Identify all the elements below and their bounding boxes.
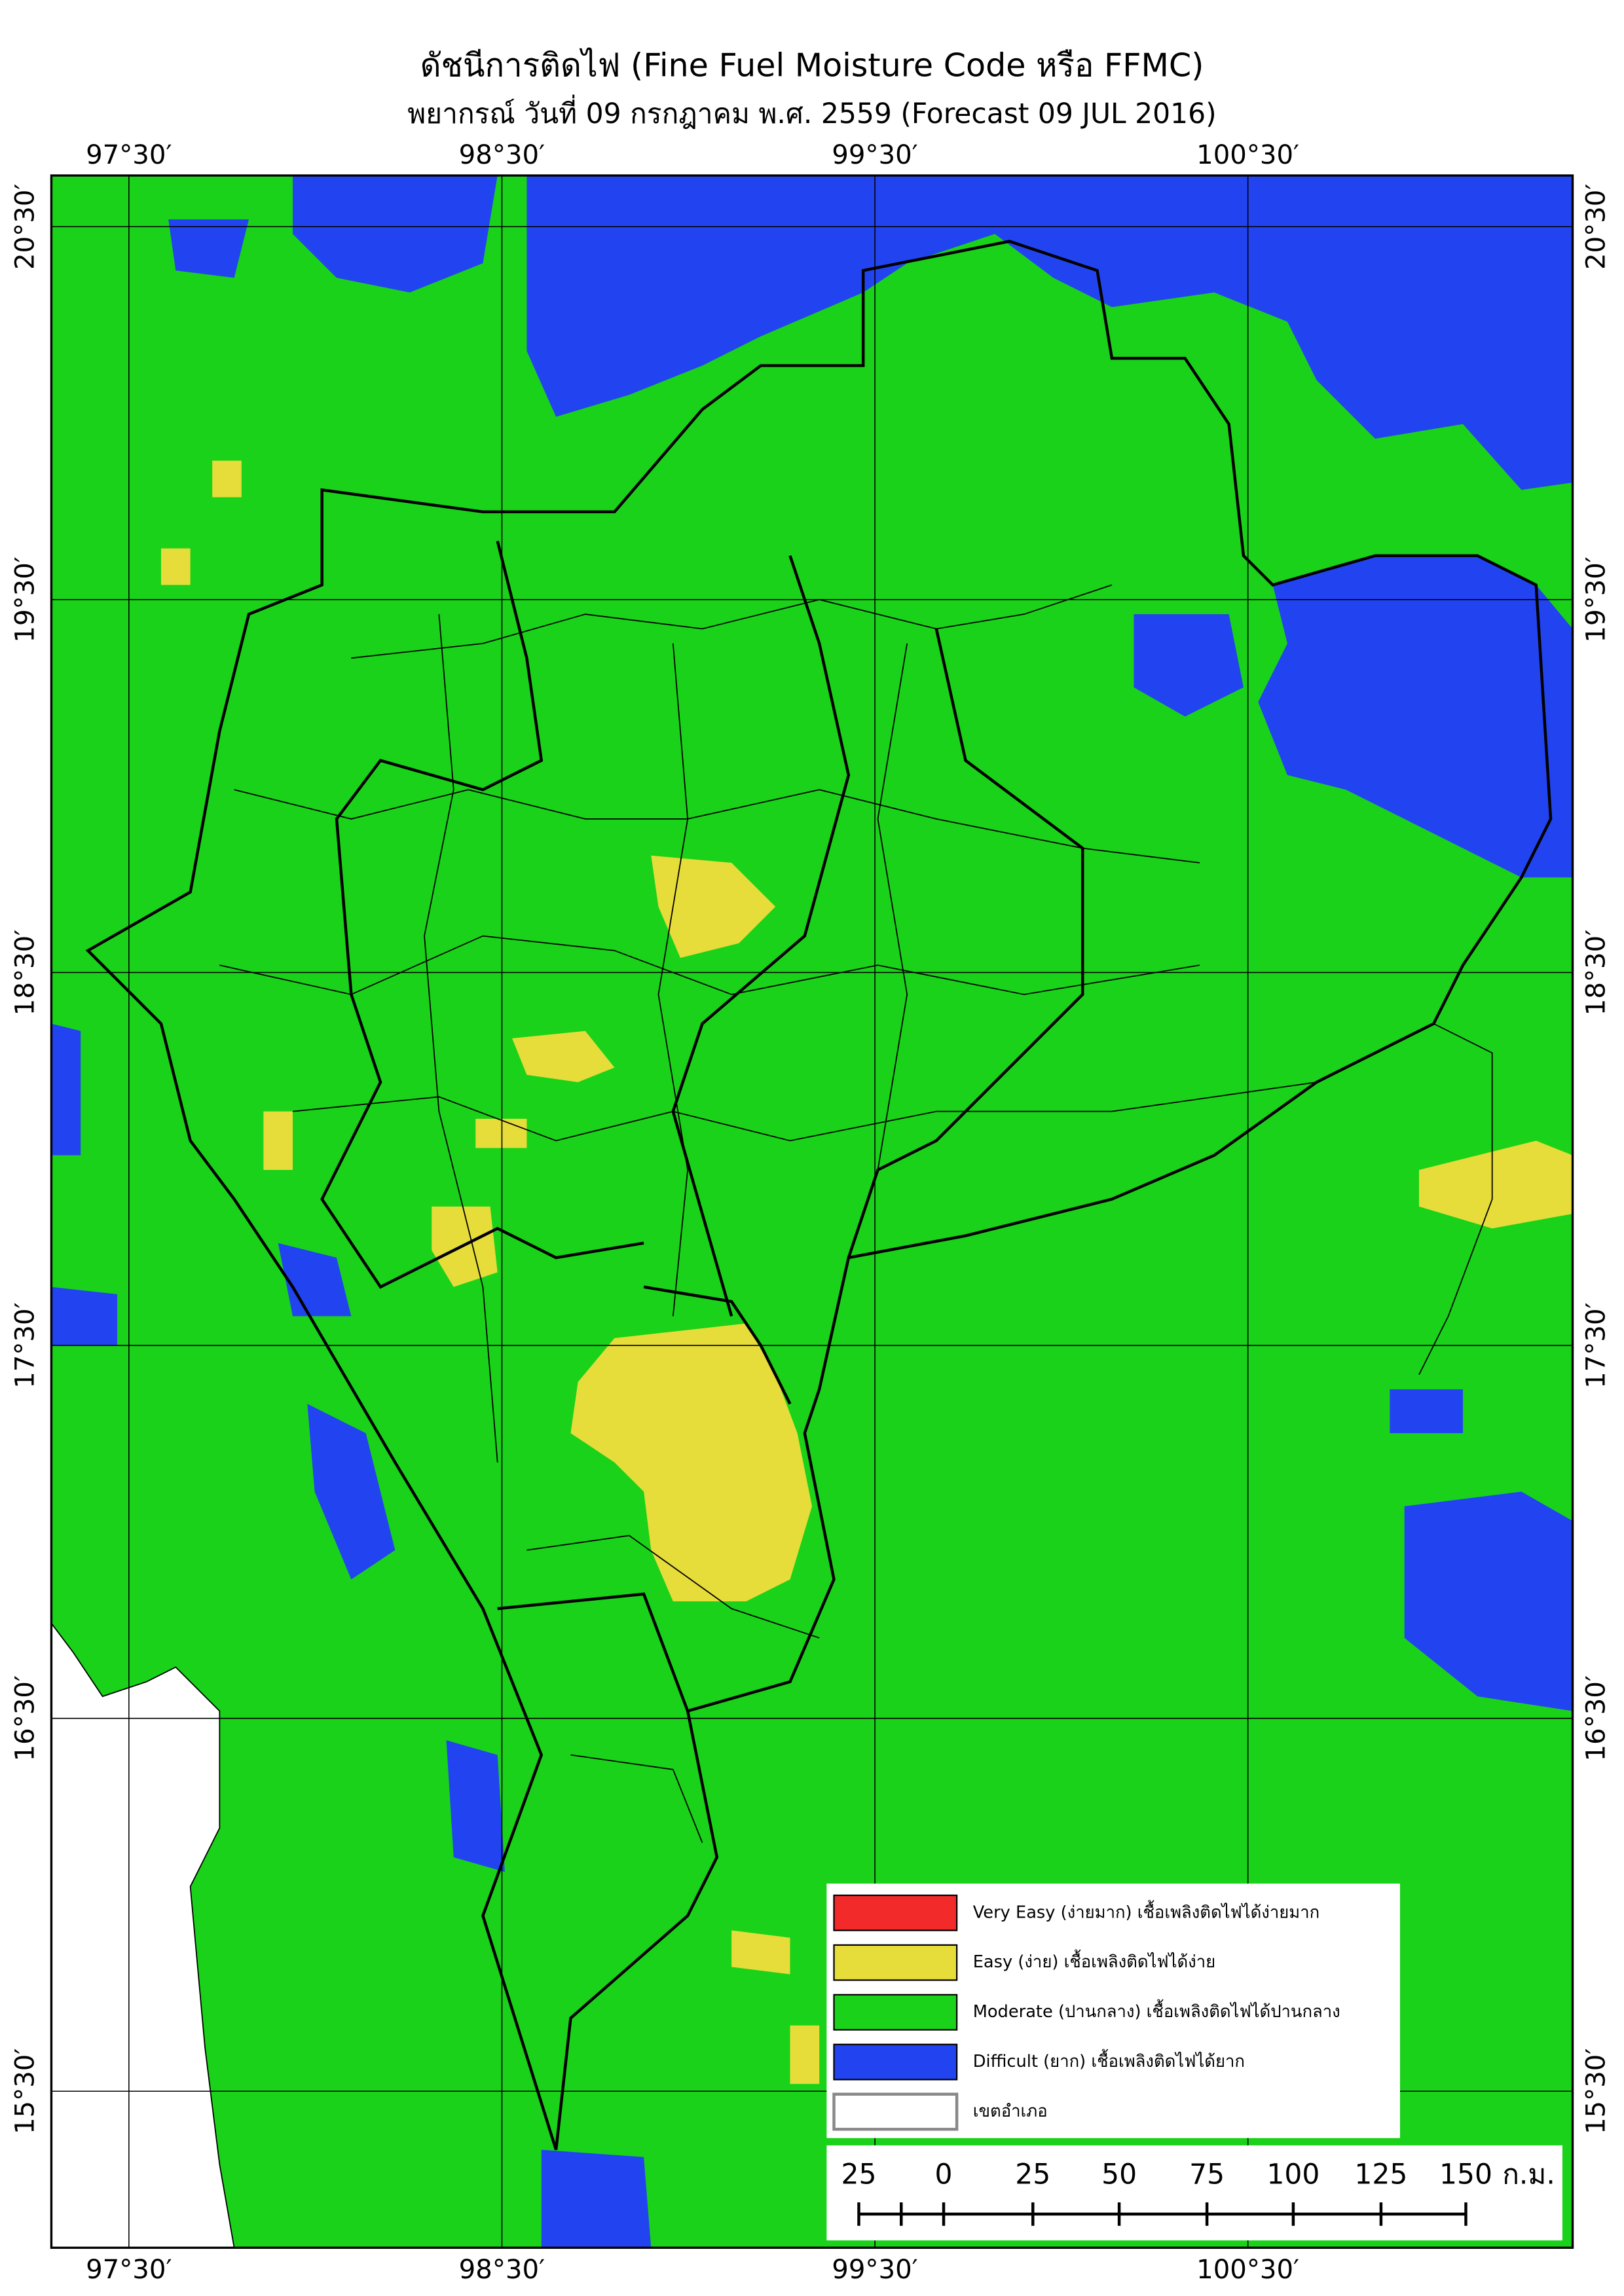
province-border: [85, 240, 1553, 2151]
title: ดัชนีการติดไฟ (Fine Fuel Moisture Code ห…: [420, 46, 1204, 84]
legend-swatch: [833, 1894, 958, 1931]
scale-box: [826, 2145, 1562, 2241]
longitude-label: 98°30′: [459, 2255, 545, 2285]
province-inner-borders: [320, 540, 1084, 1712]
latitude-label: 20°30′: [10, 183, 40, 270]
latitude-label: 20°30′: [1581, 183, 1612, 269]
latitude-label: 19°30′: [10, 556, 40, 643]
legend-label: Moderate (ปานกลาง) เชื้อเพลิงติดไฟได้ปาน…: [973, 1999, 1340, 2022]
scale-label: 50: [1101, 2159, 1137, 2191]
latitude-label: 16°30′: [1581, 1675, 1612, 1762]
scale-label: 150: [1439, 2159, 1492, 2191]
map-frame: [50, 174, 1574, 2249]
legend-swatch: [833, 1944, 958, 1981]
scale-unit: ก.ม.: [1502, 2159, 1555, 2191]
subtitle: พยากรณ์ วันที่ 09 กรกฎาคม พ.ศ. 2559 (For…: [407, 94, 1216, 130]
scale-label: 125: [1354, 2159, 1407, 2191]
legend-swatch: [833, 2043, 958, 2081]
longitude-label: 98°30′: [459, 140, 545, 170]
latitude-label: 17°30′: [1581, 1302, 1612, 1389]
scale-label: 75: [1189, 2159, 1225, 2191]
longitude-label: 99°30′: [832, 2255, 917, 2285]
longitude-label: 97°30′: [86, 140, 172, 170]
latitude-label: 19°30′: [1581, 556, 1612, 643]
longitude-label: 100°30′: [1196, 2255, 1299, 2285]
latitude-label: 15°30′: [10, 2049, 40, 2135]
easy-areas: [160, 460, 1573, 2085]
legend-label: Very Easy (ง่ายมาก) เชื้อเพลิงติดไฟได้ง่…: [973, 1900, 1320, 1922]
legend: Very Easy (ง่ายมาก) เชื้อเพลิงติดไฟได้ง่…: [826, 1884, 1400, 2138]
legend-swatch: [832, 2092, 959, 2131]
latitude-label: 18°30′: [1581, 930, 1612, 1015]
latitude-label: 18°30′: [10, 930, 40, 1015]
longitude-label: 97°30′: [86, 2255, 172, 2285]
legend-label: Easy (ง่าย) เชื้อเพลิงติดไฟได้ง่าย: [973, 1950, 1215, 1972]
map-area: [50, 174, 1574, 2249]
legend-label: Difficult (ยาก) เชื้อเพลิงติดไฟได้ยาก: [973, 2049, 1245, 2071]
scale-label: 0: [935, 2159, 953, 2191]
longitude-label: 100°30′: [1196, 140, 1299, 170]
scale-label: 100: [1266, 2159, 1320, 2191]
legend-label: เขตอำเภอ: [973, 2102, 1048, 2121]
latitude-label: 16°30′: [10, 1675, 40, 1762]
legend-swatch: [833, 1994, 958, 2031]
latitude-label: 17°30′: [10, 1302, 40, 1389]
scale-bar: 25 0 25 50 75 100 125 150 ก.ม.: [826, 2145, 1562, 2241]
scale-label: 25: [1015, 2159, 1050, 2191]
longitude-label: 99°30′: [832, 140, 917, 170]
scale-label: 25: [841, 2159, 876, 2191]
latitude-label: 15°30′: [1581, 2049, 1612, 2135]
difficult-areas: [51, 175, 1573, 2248]
